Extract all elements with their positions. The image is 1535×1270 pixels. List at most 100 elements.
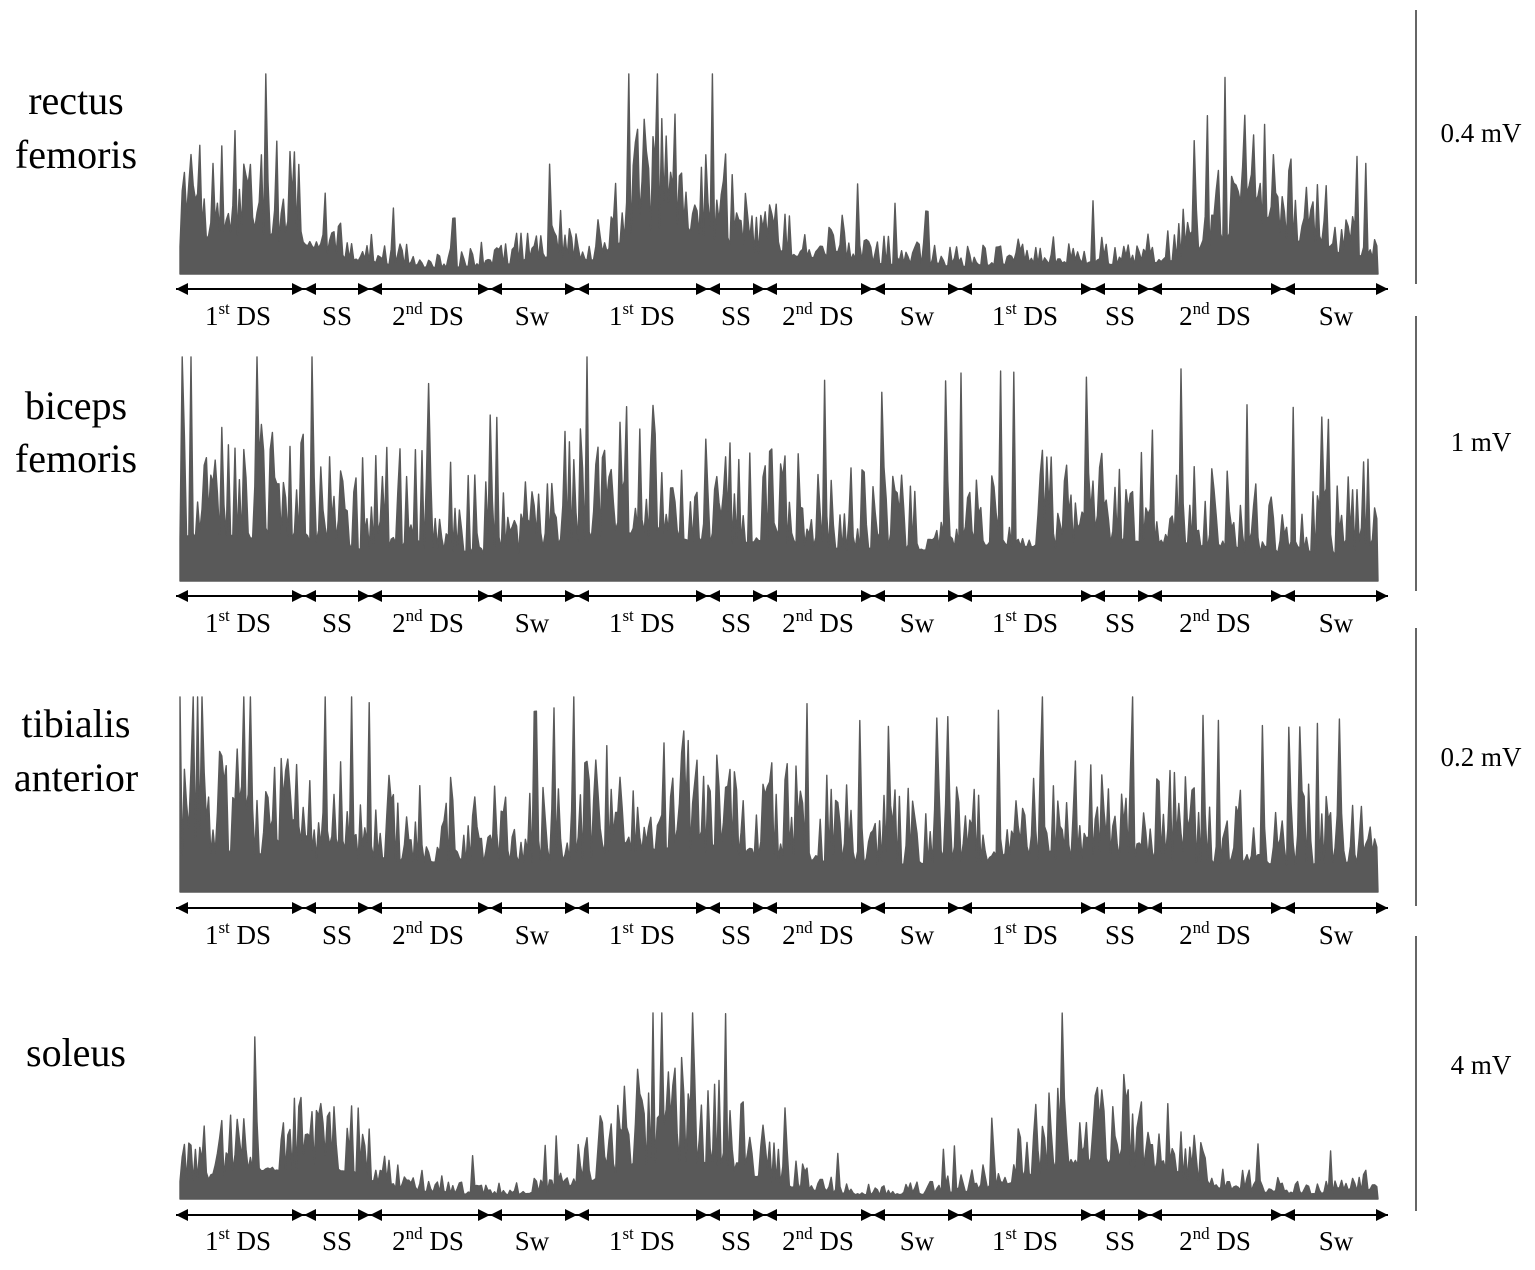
arrow-head-right bbox=[1376, 590, 1388, 602]
phase-label-suffix: DS bbox=[634, 920, 675, 950]
arrow-head-right bbox=[696, 590, 708, 602]
phase-label-sup: nd bbox=[796, 1224, 814, 1243]
arrow-head-right bbox=[565, 283, 577, 295]
phase-label-base: SS bbox=[721, 920, 751, 950]
phase-label-base: Sw bbox=[1319, 1226, 1354, 1256]
phase-label-base: 1 bbox=[205, 920, 219, 950]
arrow-head-left bbox=[1150, 1209, 1162, 1221]
phase-label: SS bbox=[322, 1226, 352, 1256]
phase-label-sup: nd bbox=[1193, 1224, 1211, 1243]
phase-label-sup: st bbox=[622, 606, 634, 625]
phase-label: Sw bbox=[900, 1226, 935, 1256]
phase-label-base: Sw bbox=[1319, 301, 1354, 331]
phase-label-sup: st bbox=[1005, 1224, 1017, 1243]
arrow-head-right bbox=[1138, 283, 1150, 295]
arrow-head-left bbox=[873, 590, 885, 602]
arrow-head-left bbox=[708, 590, 720, 602]
arrow-head-left bbox=[1283, 1209, 1295, 1221]
phase-label-base: SS bbox=[1105, 920, 1135, 950]
phase-label: Sw bbox=[515, 608, 550, 638]
phase-label-suffix: DS bbox=[634, 608, 675, 638]
phase-label-suffix: DS bbox=[1017, 608, 1058, 638]
phase-label-base: SS bbox=[322, 920, 352, 950]
emg-trace bbox=[179, 73, 1379, 275]
arrow-head-right bbox=[948, 902, 960, 914]
arrow-head-right bbox=[478, 1209, 490, 1221]
phase-label: 1st DS bbox=[205, 606, 271, 638]
phase-label-base: 2 bbox=[1179, 920, 1193, 950]
arrow-head-right bbox=[1376, 283, 1388, 295]
phase-label-base: 2 bbox=[782, 608, 796, 638]
phase-label-suffix: DS bbox=[634, 1226, 675, 1256]
phase-label-sup: nd bbox=[796, 299, 814, 318]
arrow-head-left bbox=[370, 1209, 382, 1221]
arrow-head-left bbox=[960, 590, 972, 602]
arrow-head-right bbox=[696, 283, 708, 295]
phase-label-suffix: DS bbox=[230, 1226, 271, 1256]
phase-label-base: 1 bbox=[609, 1226, 623, 1256]
arrow-head-left bbox=[1093, 590, 1105, 602]
arrow-head-right bbox=[1376, 902, 1388, 914]
arrow-head-right bbox=[1271, 1209, 1283, 1221]
phase-label: SS bbox=[322, 301, 352, 331]
phase-label-base: 2 bbox=[782, 301, 796, 331]
arrow-head-right bbox=[1138, 902, 1150, 914]
phase-label-sup: nd bbox=[406, 606, 424, 625]
muscle-label: femoris bbox=[15, 436, 137, 481]
phase-label-suffix: DS bbox=[813, 1226, 854, 1256]
muscle-label: biceps bbox=[25, 383, 127, 428]
arrow-head-left bbox=[873, 902, 885, 914]
phase-label-base: Sw bbox=[1319, 920, 1354, 950]
phase-label-suffix: DS bbox=[1017, 301, 1058, 331]
phase-label-base: 2 bbox=[1179, 1226, 1193, 1256]
phase-label-base: 2 bbox=[392, 920, 406, 950]
arrow-head-left bbox=[577, 902, 589, 914]
phase-label: 1st DS bbox=[205, 918, 271, 950]
arrow-head-right bbox=[1376, 1209, 1388, 1221]
phase-label: 2nd DS bbox=[782, 918, 854, 950]
arrow-head-left bbox=[1093, 1209, 1105, 1221]
phase-label-sup: nd bbox=[406, 918, 424, 937]
arrow-head-left bbox=[370, 590, 382, 602]
phase-label: SS bbox=[1105, 920, 1135, 950]
phase-label: 1st DS bbox=[205, 1224, 271, 1256]
phase-label-suffix: DS bbox=[423, 920, 464, 950]
phase-label: SS bbox=[721, 608, 751, 638]
arrow-head-left bbox=[176, 283, 188, 295]
arrow-head-right bbox=[753, 590, 765, 602]
arrow-head-left bbox=[1283, 902, 1295, 914]
phase-label: SS bbox=[1105, 608, 1135, 638]
phase-label: 1st DS bbox=[205, 299, 271, 331]
arrow-head-right bbox=[1081, 283, 1093, 295]
arrow-head-right bbox=[1271, 902, 1283, 914]
phase-label-base: Sw bbox=[900, 920, 935, 950]
arrow-head-left bbox=[577, 1209, 589, 1221]
phase-label-sup: nd bbox=[1193, 918, 1211, 937]
phase-label-sup: nd bbox=[1193, 606, 1211, 625]
arrow-head-left bbox=[176, 1209, 188, 1221]
phase-label-sup: st bbox=[622, 299, 634, 318]
phase-label: 2nd DS bbox=[392, 918, 464, 950]
phase-label-base: 1 bbox=[609, 301, 623, 331]
arrow-head-right bbox=[753, 1209, 765, 1221]
phase-label-base: 1 bbox=[992, 1226, 1006, 1256]
scale-label: 0.4 mV bbox=[1441, 118, 1523, 148]
arrow-head-left bbox=[960, 902, 972, 914]
arrow-head-left bbox=[708, 283, 720, 295]
muscle-label: rectus bbox=[28, 78, 124, 123]
arrow-head-left bbox=[765, 1209, 777, 1221]
phase-label: 2nd DS bbox=[1179, 299, 1251, 331]
arrow-head-right bbox=[948, 1209, 960, 1221]
arrow-head-right bbox=[358, 902, 370, 914]
phase-label-base: 1 bbox=[992, 920, 1006, 950]
arrow-head-right bbox=[292, 283, 304, 295]
phase-label-sup: st bbox=[218, 299, 230, 318]
phase-label-suffix: DS bbox=[230, 301, 271, 331]
phase-label-sup: nd bbox=[406, 1224, 424, 1243]
phase-label-base: Sw bbox=[515, 1226, 550, 1256]
arrow-head-left bbox=[873, 1209, 885, 1221]
arrow-head-left bbox=[1283, 283, 1295, 295]
arrow-head-right bbox=[1138, 590, 1150, 602]
phase-label: Sw bbox=[900, 608, 935, 638]
